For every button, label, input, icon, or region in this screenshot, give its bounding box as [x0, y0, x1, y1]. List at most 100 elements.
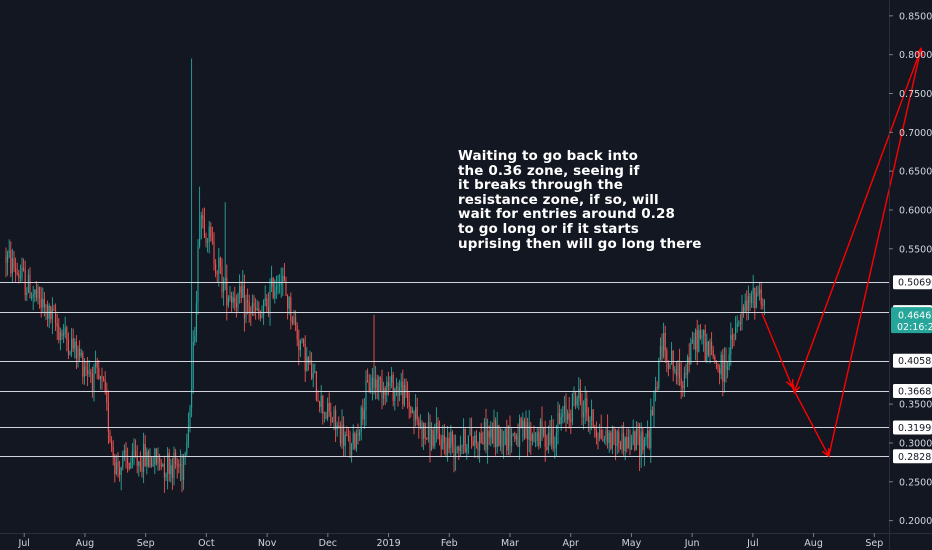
candle-body	[469, 428, 471, 436]
candle-body	[138, 461, 140, 466]
candle-body	[711, 341, 713, 350]
candle-body	[74, 341, 76, 349]
candle-body	[290, 297, 292, 321]
candle-body	[80, 352, 82, 356]
candle-body	[552, 428, 554, 449]
candle-body	[31, 296, 33, 299]
candle-body	[39, 286, 41, 299]
candle-body	[259, 314, 261, 318]
candle-body	[351, 444, 353, 456]
candle-body	[408, 401, 410, 407]
candle-body	[575, 392, 577, 406]
candle-body	[576, 398, 578, 406]
candle-body	[322, 395, 324, 414]
candle-body	[285, 281, 287, 296]
time-tick-label: Nov	[258, 538, 277, 549]
candle-body	[98, 367, 100, 379]
candle-body	[101, 376, 103, 379]
candle-body	[178, 465, 180, 467]
candle-body	[149, 457, 151, 467]
candle-body	[400, 381, 402, 388]
candle-body	[59, 332, 61, 341]
candle-body	[226, 277, 228, 306]
candle-body	[147, 451, 149, 467]
candle-body	[144, 443, 146, 467]
candle-body	[688, 357, 690, 365]
candle-body	[37, 286, 39, 298]
candle-body	[583, 411, 585, 417]
candle-body	[45, 305, 47, 308]
candle-body	[10, 250, 12, 274]
candle-body	[440, 439, 442, 450]
price-axis-labels: 0.506990.468540.405860.366880.319960.282…	[891, 275, 932, 464]
candle-body	[125, 450, 127, 458]
candle-body	[746, 300, 748, 311]
candle-body	[395, 386, 397, 389]
candle-body	[621, 432, 623, 450]
candle-body	[69, 351, 71, 355]
candle-body	[687, 357, 689, 375]
candle-body	[432, 429, 434, 446]
candle-body	[343, 424, 345, 447]
candle-body	[229, 295, 231, 298]
candle-body	[578, 389, 580, 399]
candle-body	[283, 276, 285, 282]
candle-body	[58, 326, 60, 341]
candle-body	[298, 339, 300, 350]
candle-body	[760, 289, 762, 305]
candle-body	[586, 398, 588, 416]
candle-body	[344, 435, 346, 447]
candle-body	[317, 399, 319, 402]
candle-body	[186, 441, 188, 454]
candle-body	[143, 443, 145, 472]
candle-body	[397, 386, 399, 396]
candle-body	[103, 378, 105, 381]
candle-body	[42, 299, 44, 308]
candle-body	[200, 215, 202, 239]
candle-body	[55, 310, 57, 324]
candle-body	[487, 430, 489, 450]
candle-body	[189, 407, 191, 429]
candle-body	[210, 226, 212, 238]
candle-body	[651, 410, 653, 416]
candle-body	[456, 447, 458, 450]
candle-body	[335, 410, 337, 430]
candle-body	[23, 267, 25, 271]
candle-body	[184, 453, 186, 456]
candle-body	[197, 246, 199, 304]
candle-body	[632, 431, 634, 445]
candle-body	[90, 372, 92, 374]
candle-body	[381, 378, 383, 399]
annotation-text[interactable]: Waiting to go back into the 0.36 zone, s…	[458, 148, 702, 252]
candle-body	[458, 447, 460, 452]
candle-body	[525, 422, 527, 438]
time-tick-label: Apr	[562, 538, 579, 549]
last-price-label: 0.46461	[898, 311, 932, 322]
candle-body	[439, 433, 441, 440]
candle-body	[327, 403, 329, 419]
candle-body	[477, 443, 479, 451]
candle-body	[389, 382, 391, 387]
candle-body	[443, 435, 445, 443]
candle-body	[32, 294, 34, 297]
candle-body	[655, 387, 657, 392]
candle-body	[357, 433, 359, 436]
candle-body	[282, 276, 284, 282]
candle-body	[367, 380, 369, 382]
candle-body	[499, 429, 501, 446]
candle-body	[405, 384, 407, 392]
candle-body	[239, 286, 241, 293]
time-tick-label: Jun	[684, 538, 700, 549]
time-axis: Jul Aug Sep Oct Nov Dec 2019 Feb Mar Apr May Jun Jul…	[17, 533, 883, 549]
candle-body	[698, 330, 700, 352]
candle-body	[288, 297, 290, 309]
candle-body	[680, 378, 682, 386]
candle-body	[427, 422, 429, 439]
candle-body	[325, 412, 327, 419]
candle-body	[307, 356, 309, 364]
candle-body	[475, 435, 477, 444]
